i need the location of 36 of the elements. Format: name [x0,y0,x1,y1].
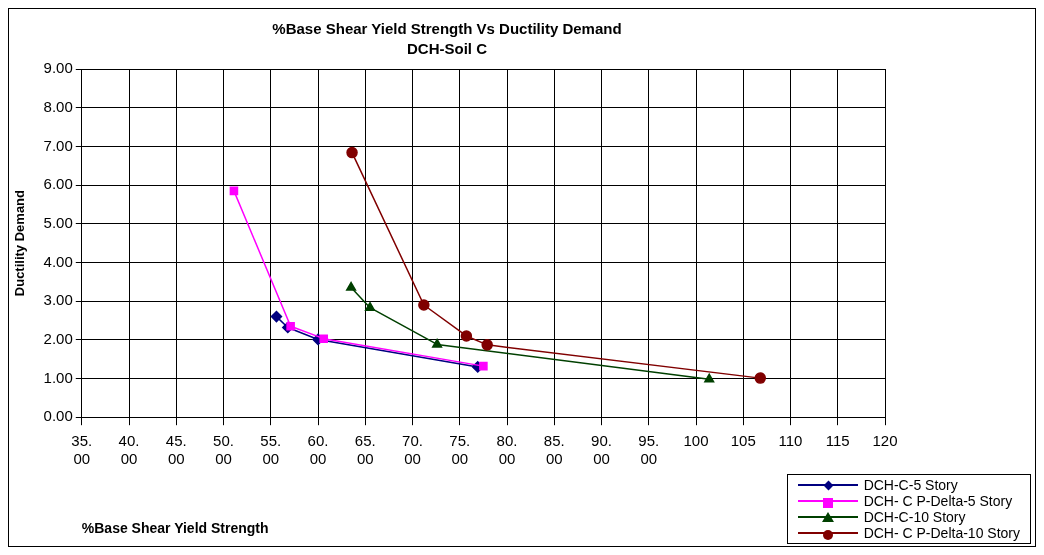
y-tick-label: 6.00 [43,175,73,193]
chart-subtitle: DCH-Soil C [407,40,488,58]
x-tick-label: 65.00 [354,432,376,468]
x-tick-label: 115 [825,432,850,450]
x-tick-label: 60.00 [307,432,329,468]
x-tick-label: 105 [730,432,756,450]
x-tick-label: 55.00 [260,432,282,468]
x-tick-label: 120 [872,432,898,450]
y-axis-title: Ductility Demand [12,189,28,297]
chart-title: %Base Shear Yield Strength Vs Ductility Demand [272,20,622,38]
legend-label: DCH- C P-Delta-10 Story [863,525,1020,541]
y-tick-label: 4.00 [43,252,73,270]
y-tick-label: 9.00 [43,59,73,77]
y-tick-label: 5.00 [43,213,73,231]
x-axis-title: %Base Shear Yield Strength [81,520,269,537]
legend-label: DCH- C P-Delta-5 Story [863,493,1013,509]
x-tick-label: 35.00 [71,432,93,468]
x-tick-label: 100 [683,432,709,450]
y-tick-label: 7.00 [43,136,73,154]
x-tick-label: 95.00 [638,432,660,468]
x-tick-label: 85.00 [543,432,565,468]
legend-label: DCH-C-5 Story [863,477,958,493]
x-tick-label: 45.00 [165,432,187,468]
x-tick-label: 50.00 [213,432,234,468]
x-tick-label: 80.00 [496,432,518,468]
y-tick-label: 2.00 [43,329,73,347]
y-tick-label: 0.00 [43,407,73,425]
x-tick-label: 70.00 [402,432,423,468]
y-tick-label: 8.00 [43,97,73,115]
y-tick-label: 1.00 [43,368,73,386]
x-tick-label: 110 [778,432,803,450]
legend-label: DCH-C-10 Story [863,509,966,525]
x-tick-label: 75.00 [449,432,471,468]
x-tick-label: 90.00 [591,432,612,468]
y-tick-label: 3.00 [43,291,73,309]
x-tick-label: 40.00 [118,432,140,468]
